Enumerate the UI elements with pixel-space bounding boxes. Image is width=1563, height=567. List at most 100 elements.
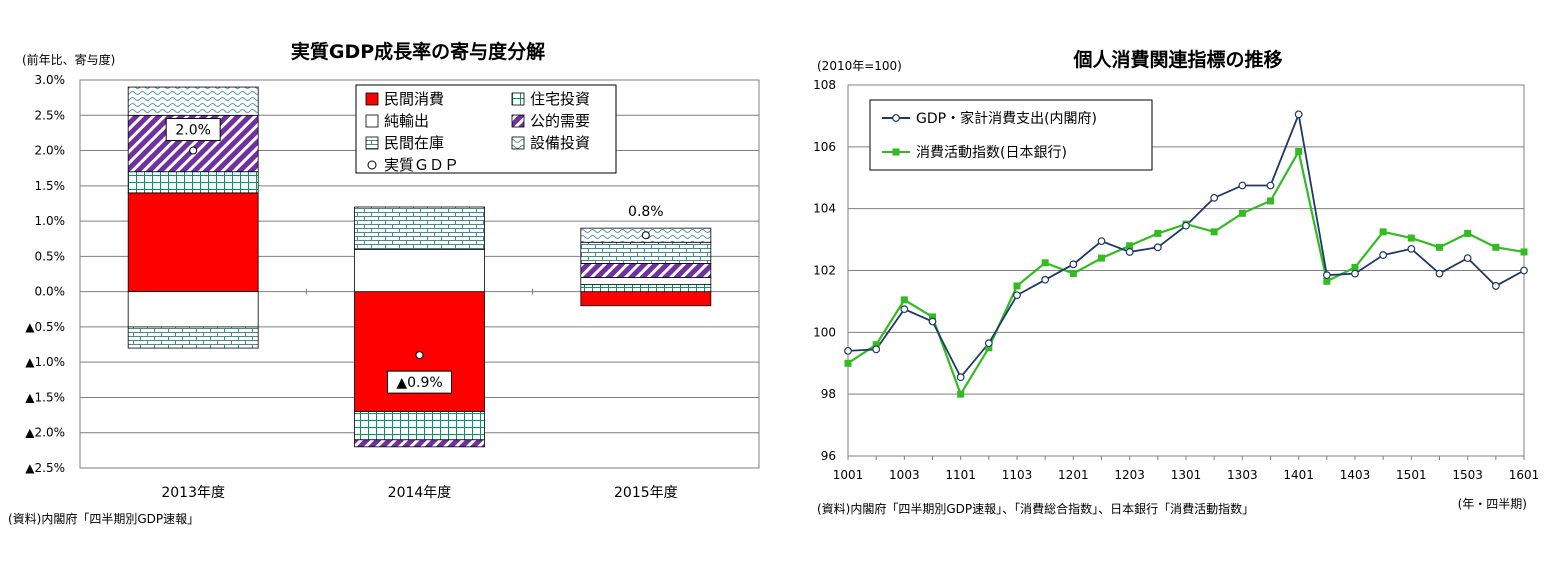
chart2-point	[1098, 254, 1105, 262]
chart1-gdp-marker	[189, 146, 198, 155]
chart1-unit-label: (前年比、寄与度)	[22, 52, 115, 67]
chart1-gdp-label: 2.0%	[175, 123, 211, 139]
chart2-legend-label: GDP・家計消費支出(内閣府)	[916, 110, 1097, 127]
chart2-y-tick-label: 98	[821, 387, 836, 401]
chart1-y-tick-label: 3.0%	[35, 73, 66, 87]
chart2-point	[900, 296, 908, 304]
chart1-legend-label: 実質ＧＤＰ	[384, 156, 459, 174]
chart2-point	[1463, 254, 1472, 263]
chart2-legend: GDP・家計消費支出(内閣府) 消費活動指数(日本銀行)	[869, 99, 1153, 171]
chart2-point	[1153, 243, 1162, 252]
chart2-x-tick-label: 1201	[1058, 468, 1089, 482]
chart2-x-tick-label: 1501	[1396, 468, 1427, 482]
chart2-point	[1491, 282, 1500, 290]
chart1-y-tick-label: ▲0.5%	[25, 320, 65, 334]
chart2-point	[1154, 229, 1162, 237]
chart2-y-axis: 96 98 100 102 104 106 108	[813, 78, 836, 463]
chart1-x-tick-label: 2014年度	[388, 485, 452, 501]
chart1-legend-label: 民間在庫	[384, 134, 444, 152]
chart1-bar-segment	[580, 291, 712, 307]
chart2-unit-label: (2010年=100)	[817, 59, 902, 73]
chart2-point	[1238, 181, 1247, 190]
chart2-legend-label: 消費活動指数(日本銀行)	[916, 145, 1067, 161]
chart1-y-tick-label: ▲2.0%	[25, 426, 65, 440]
chart2-legend-marker	[892, 114, 900, 122]
chart2-point	[1126, 242, 1134, 250]
chart2-point	[1323, 277, 1331, 285]
chart1-gdp-marker	[415, 351, 424, 360]
chart2-point	[1238, 209, 1246, 217]
chart2-point	[1294, 110, 1303, 119]
chart2-legend-marker	[892, 148, 900, 156]
chart1-legend-swatch	[511, 114, 525, 128]
chart1-bar-segment	[127, 86, 259, 116]
chart2-point	[1351, 269, 1359, 278]
chart2-point	[1520, 248, 1528, 256]
chart1-legend-swatch	[511, 136, 525, 150]
chart1-bar-segment	[127, 326, 259, 349]
chart2-point	[1041, 259, 1049, 267]
chart2-source: (資料)内閣府「四半期別GDP速報」、「消費総合指数」、日本銀行「消費活動指数」	[817, 501, 1254, 516]
chart2-point	[1069, 260, 1078, 269]
chart2-x-tick-label: 1103	[1002, 468, 1033, 482]
chart2-point	[984, 339, 993, 348]
chart1-legend-swatch	[365, 92, 379, 106]
chart1-title: 実質GDP成長率の寄与度分解	[291, 40, 545, 63]
consumption-chart: 個人消費関連指標の推移 (2010年=100) 96 98 100 102 104 106…	[813, 48, 1539, 516]
chart2-legend-box	[869, 99, 1153, 171]
chart1-legend-label: 純輸出	[384, 112, 429, 130]
chart1-legend-label: 設備投資	[530, 134, 590, 152]
chart1-gdp-label-box	[387, 370, 452, 394]
chart2-point	[872, 341, 880, 349]
chart1-y-tick-label: 2.0%	[35, 144, 66, 158]
chart2-point	[1379, 251, 1388, 259]
chart1-bar-segment	[580, 263, 712, 278]
chart1-y-tick-label: 0.5%	[35, 249, 66, 263]
chart1-bar-segment	[580, 284, 712, 293]
chart2-point	[900, 305, 909, 314]
chart2-point	[1295, 147, 1303, 155]
chart2-point	[929, 313, 936, 321]
chart1-gdp-label-box	[165, 118, 221, 142]
chart2-point	[957, 390, 965, 398]
chart1-bar-segment	[127, 291, 259, 328]
chart2-point	[1210, 228, 1218, 236]
chart2-point	[1041, 275, 1050, 284]
chart2-point	[1125, 248, 1134, 256]
chart2-point	[928, 317, 937, 326]
chart2-point	[1266, 181, 1275, 190]
chart2-y-tick-label: 108	[813, 78, 836, 92]
chart1-bar-segment	[580, 241, 712, 264]
chart1-legend-label: 民間消費	[384, 90, 444, 108]
chart1-bars	[127, 86, 712, 448]
chart1-y-tick-label: 0.0%	[35, 285, 66, 299]
chart1-gdp-label: 0.8%	[628, 204, 664, 220]
chart2-point	[985, 344, 993, 352]
chart2-point	[1351, 263, 1359, 271]
chart2-point	[844, 346, 852, 355]
chart2-point	[1210, 193, 1219, 202]
chart1-y-tick-label: ▲2.5%	[25, 461, 65, 475]
chart1-y-tick-label: 2.5%	[35, 108, 66, 122]
chart1-legend-gdp-marker	[367, 160, 377, 170]
chart2-point	[844, 359, 852, 367]
chart2-point	[1013, 291, 1021, 300]
chart1-bar-segment	[580, 277, 712, 285]
chart1-legend-swatch	[365, 114, 379, 128]
chart1-bar-segment	[354, 206, 485, 250]
chart2-title: 個人消費関連指標の推移	[1072, 48, 1282, 71]
chart2-point	[1407, 244, 1416, 253]
chart2-point	[1492, 243, 1500, 251]
chart1-bar-segment	[354, 248, 485, 293]
chart1-y-tick-label: 1.5%	[35, 179, 66, 193]
chart2-point	[1520, 266, 1528, 275]
chart2-x-tick-label: 1503	[1452, 468, 1483, 482]
chart2-y-tick-label: 106	[813, 140, 836, 154]
chart1-y-tick-label: ▲1.0%	[25, 355, 65, 369]
chart2-x-unit-label: (年・四半期)	[1458, 497, 1527, 511]
chart1-source: (資料)内閣府「四半期別GDP速報」	[8, 511, 199, 526]
chart2-x-axis: 1001 1003 1101 1103 1201 1203 1301 1303 1401 1403…	[833, 456, 1539, 482]
chart1-x-axis: 2013年度 2014年度 2015年度	[161, 288, 678, 501]
chart2-y-tick-label: 96	[821, 449, 836, 463]
chart2-point	[1182, 221, 1190, 230]
